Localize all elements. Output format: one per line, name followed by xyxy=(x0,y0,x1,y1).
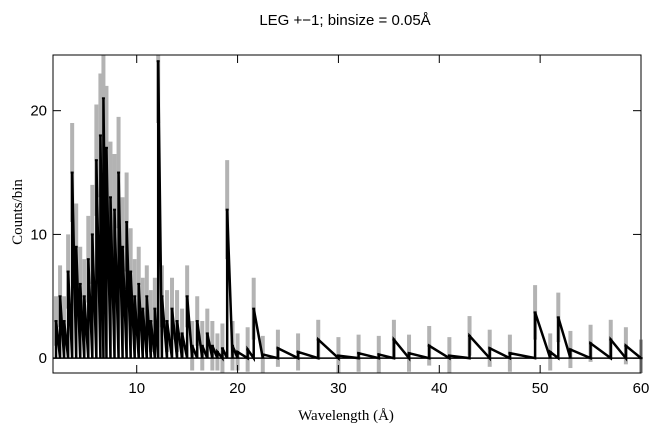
data-point xyxy=(82,295,86,298)
data-point xyxy=(220,347,224,350)
data-point xyxy=(225,208,229,211)
data-point xyxy=(357,352,361,355)
x-tick-label: 20 xyxy=(229,380,246,397)
data-point xyxy=(170,307,174,310)
data-point xyxy=(200,344,204,347)
data-point xyxy=(568,348,572,351)
data-point xyxy=(195,320,199,323)
plot-frame xyxy=(52,54,642,374)
data-point xyxy=(78,282,82,285)
data-point xyxy=(205,332,209,335)
x-tick-label: 40 xyxy=(431,380,448,397)
data-point xyxy=(377,353,381,356)
data-point xyxy=(113,208,117,211)
data-point xyxy=(104,146,108,149)
data-point xyxy=(296,350,300,353)
y-tick-label: 10 xyxy=(30,226,47,243)
x-axis-label: Wavelength (Å) xyxy=(298,408,394,424)
data-point xyxy=(101,97,105,100)
y-axis-label: Counts/bin xyxy=(10,179,26,245)
data-point xyxy=(153,307,157,310)
data-point xyxy=(589,342,593,345)
data-point xyxy=(149,320,153,323)
data-point xyxy=(90,233,94,236)
data-point xyxy=(108,196,112,199)
plot-area xyxy=(53,55,643,373)
data-point xyxy=(141,307,145,310)
y-tick-label: 20 xyxy=(30,103,47,120)
data-point xyxy=(548,350,552,353)
data-point xyxy=(427,344,431,347)
data-point xyxy=(609,338,613,341)
y-tick-label: 0 xyxy=(39,350,47,367)
x-tick-label: 10 xyxy=(128,380,145,397)
data-point xyxy=(231,344,235,347)
data-point xyxy=(133,295,137,298)
data-point xyxy=(58,295,62,298)
data-point xyxy=(488,347,492,350)
data-point xyxy=(137,282,141,285)
data-point xyxy=(165,320,169,323)
x-tick-label: 30 xyxy=(330,380,347,397)
data-point xyxy=(54,320,58,323)
data-point xyxy=(62,320,66,323)
data-point xyxy=(125,221,129,224)
axes: 10 20 30 40 50 60 0 10 20 xyxy=(30,55,649,397)
data-point xyxy=(276,347,280,350)
data-point xyxy=(210,344,214,347)
data-point xyxy=(556,316,560,319)
data-point xyxy=(121,245,125,248)
data-point xyxy=(117,171,121,174)
data-point xyxy=(392,338,396,341)
data-point xyxy=(468,334,472,337)
data-point xyxy=(86,258,90,261)
data-point xyxy=(129,270,133,273)
data-point xyxy=(316,338,320,341)
data-point xyxy=(156,60,160,63)
data-point xyxy=(185,295,189,298)
data-point xyxy=(94,159,98,162)
data-point xyxy=(508,352,512,355)
data-point xyxy=(261,353,265,356)
data-point xyxy=(190,344,194,347)
data-line xyxy=(54,61,642,363)
data-point xyxy=(447,354,451,357)
data-point xyxy=(236,350,240,353)
x-tick-label: 60 xyxy=(633,380,650,397)
x-tick-label: 50 xyxy=(532,380,549,397)
chart-title: LEG +−1; binsize = 0.05Å xyxy=(259,12,430,29)
data-point xyxy=(70,171,74,174)
data-point xyxy=(533,311,537,314)
data-point xyxy=(175,320,179,323)
data-point xyxy=(336,354,340,357)
data-point xyxy=(74,245,78,248)
data-point xyxy=(252,307,256,310)
data-point xyxy=(160,295,164,298)
data-point xyxy=(98,134,102,137)
data-point xyxy=(246,348,250,351)
data-point xyxy=(407,352,411,355)
data-point xyxy=(66,270,70,273)
data-point xyxy=(180,332,184,335)
data-point xyxy=(215,350,219,353)
data-point xyxy=(145,295,149,298)
data-point xyxy=(624,344,628,347)
